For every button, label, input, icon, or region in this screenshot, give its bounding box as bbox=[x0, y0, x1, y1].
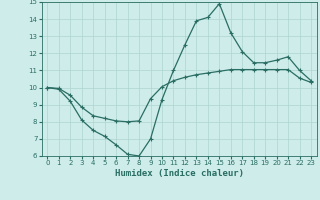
X-axis label: Humidex (Indice chaleur): Humidex (Indice chaleur) bbox=[115, 169, 244, 178]
